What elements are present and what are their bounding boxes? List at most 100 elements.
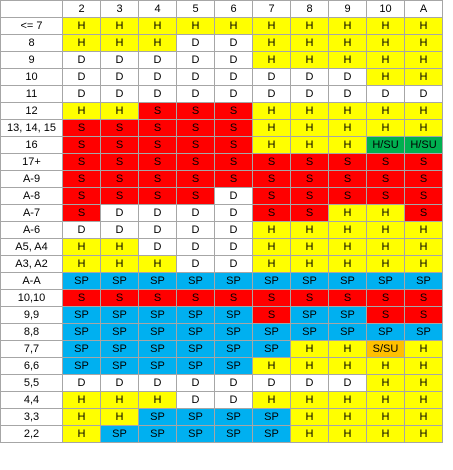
action-cell[interactable]: SP	[214, 408, 253, 426]
action-cell[interactable]: H	[62, 238, 101, 256]
action-cell[interactable]: H	[366, 51, 405, 69]
action-cell[interactable]: H	[100, 238, 139, 256]
action-cell[interactable]: H	[328, 255, 367, 273]
row-header-cell[interactable]: 16	[0, 136, 63, 154]
action-cell[interactable]: H	[366, 425, 405, 443]
action-cell[interactable]: D	[176, 51, 215, 69]
action-cell[interactable]: H	[290, 119, 329, 137]
action-cell[interactable]: H	[404, 408, 443, 426]
action-cell[interactable]: SP	[290, 323, 329, 341]
action-cell[interactable]: SP	[100, 425, 139, 443]
action-cell[interactable]: H/SU	[366, 136, 405, 154]
action-cell[interactable]: H	[328, 391, 367, 409]
action-cell[interactable]: S	[138, 119, 177, 137]
action-cell[interactable]: SP	[62, 340, 101, 358]
action-cell[interactable]: S	[366, 187, 405, 205]
action-cell[interactable]: H	[290, 17, 329, 35]
action-cell[interactable]: SP	[138, 408, 177, 426]
row-header-cell[interactable]: 9,9	[0, 306, 63, 324]
action-cell[interactable]: S	[366, 170, 405, 188]
action-cell[interactable]: S	[100, 289, 139, 307]
action-cell[interactable]: SP	[252, 272, 291, 290]
action-cell[interactable]: SP	[176, 306, 215, 324]
action-cell[interactable]: SP	[62, 357, 101, 375]
action-cell[interactable]: H	[328, 17, 367, 35]
action-cell[interactable]: D	[290, 68, 329, 86]
action-cell[interactable]: H	[404, 238, 443, 256]
action-cell[interactable]: H	[366, 102, 405, 120]
action-cell[interactable]: H	[252, 17, 291, 35]
action-cell[interactable]: D	[62, 85, 101, 103]
action-cell[interactable]: H	[252, 221, 291, 239]
action-cell[interactable]: D	[176, 221, 215, 239]
action-cell[interactable]: S	[328, 170, 367, 188]
action-cell[interactable]: S	[290, 187, 329, 205]
action-cell[interactable]: D	[176, 391, 215, 409]
action-cell[interactable]: D	[138, 238, 177, 256]
action-cell[interactable]: D	[138, 51, 177, 69]
action-cell[interactable]: H	[252, 357, 291, 375]
action-cell[interactable]: S	[404, 153, 443, 171]
action-cell[interactable]: S	[404, 187, 443, 205]
action-cell[interactable]: H	[328, 136, 367, 154]
row-header-cell[interactable]: 6,6	[0, 357, 63, 375]
action-cell[interactable]: H	[404, 51, 443, 69]
action-cell[interactable]: S	[176, 119, 215, 137]
action-cell[interactable]: H	[366, 408, 405, 426]
action-cell[interactable]: S	[404, 306, 443, 324]
action-cell[interactable]: D	[214, 374, 253, 392]
action-cell[interactable]: S	[62, 170, 101, 188]
action-cell[interactable]: H	[404, 119, 443, 137]
row-header-cell[interactable]: 7,7	[0, 340, 63, 358]
action-cell[interactable]: H	[62, 408, 101, 426]
row-header-cell[interactable]: 11	[0, 85, 63, 103]
action-cell[interactable]: SP	[138, 357, 177, 375]
action-cell[interactable]: H	[214, 17, 253, 35]
action-cell[interactable]: H	[366, 238, 405, 256]
action-cell[interactable]: H	[328, 119, 367, 137]
action-cell[interactable]: H	[328, 340, 367, 358]
action-cell[interactable]: S	[404, 170, 443, 188]
action-cell[interactable]: S	[176, 153, 215, 171]
action-cell[interactable]: SP	[214, 272, 253, 290]
action-cell[interactable]: SP	[290, 306, 329, 324]
action-cell[interactable]: D	[366, 85, 405, 103]
action-cell[interactable]: S	[404, 289, 443, 307]
action-cell[interactable]: S	[100, 170, 139, 188]
action-cell[interactable]: D	[214, 255, 253, 273]
action-cell[interactable]: SP	[100, 340, 139, 358]
action-cell[interactable]: D	[176, 85, 215, 103]
action-cell[interactable]: D	[176, 204, 215, 222]
action-cell[interactable]: D	[62, 68, 101, 86]
action-cell[interactable]: H	[176, 17, 215, 35]
action-cell[interactable]: D	[214, 34, 253, 52]
action-cell[interactable]: D	[176, 255, 215, 273]
action-cell[interactable]: H/SU	[404, 136, 443, 154]
action-cell[interactable]: H	[290, 255, 329, 273]
action-cell[interactable]: S	[100, 153, 139, 171]
action-cell[interactable]: H	[366, 119, 405, 137]
action-cell[interactable]: D	[328, 374, 367, 392]
column-header[interactable]: 4	[138, 0, 177, 18]
action-cell[interactable]: S	[62, 119, 101, 137]
action-cell[interactable]: D	[100, 374, 139, 392]
action-cell[interactable]: H	[252, 51, 291, 69]
action-cell[interactable]: S/SU	[366, 340, 405, 358]
action-cell[interactable]: H	[138, 34, 177, 52]
action-cell[interactable]: H	[100, 391, 139, 409]
action-cell[interactable]: H	[404, 68, 443, 86]
row-header-cell[interactable]: 9	[0, 51, 63, 69]
action-cell[interactable]: S	[366, 289, 405, 307]
column-header[interactable]: 6	[214, 0, 253, 18]
action-cell[interactable]: SP	[366, 323, 405, 341]
action-cell[interactable]: SP	[100, 357, 139, 375]
action-cell[interactable]: H	[366, 68, 405, 86]
row-header-cell[interactable]: <= 7	[0, 17, 63, 35]
action-cell[interactable]: H	[404, 102, 443, 120]
action-cell[interactable]: S	[214, 119, 253, 137]
action-cell[interactable]: SP	[176, 323, 215, 341]
action-cell[interactable]: H	[366, 17, 405, 35]
action-cell[interactable]: S	[404, 204, 443, 222]
action-cell[interactable]: D	[176, 34, 215, 52]
action-cell[interactable]: S	[138, 153, 177, 171]
